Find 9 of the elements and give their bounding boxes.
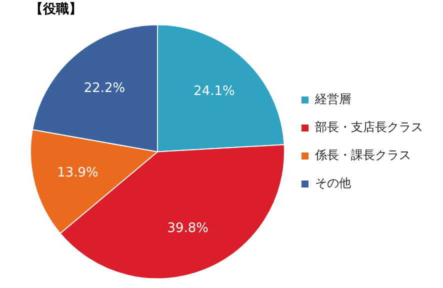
data-label: 13.9%: [57, 165, 98, 180]
legend-label: 経営層: [314, 92, 351, 106]
chart-title: 【役職】: [30, 1, 82, 18]
data-label: 24.1%: [194, 84, 235, 100]
data-label: 39.8%: [167, 220, 209, 236]
legend-label: 係長・課長クラス: [314, 148, 411, 162]
legend-label: その他: [315, 176, 351, 190]
data-label: 22.2%: [84, 80, 126, 96]
legend-label: 部長・支店長クラス: [315, 120, 423, 134]
